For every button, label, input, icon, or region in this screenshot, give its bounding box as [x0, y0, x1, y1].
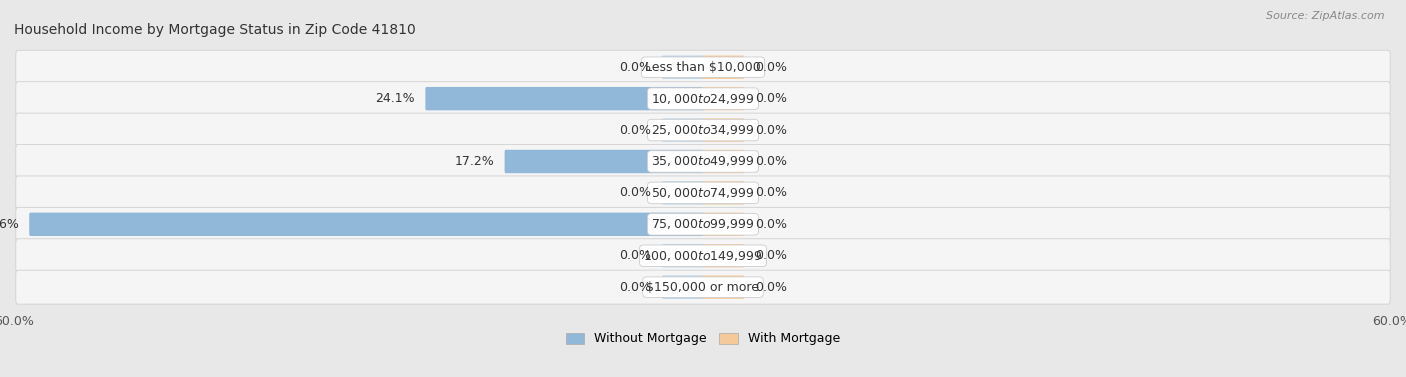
FancyBboxPatch shape: [662, 181, 704, 205]
FancyBboxPatch shape: [15, 50, 1391, 84]
FancyBboxPatch shape: [662, 118, 704, 142]
FancyBboxPatch shape: [505, 150, 704, 173]
Text: 0.0%: 0.0%: [755, 249, 787, 262]
Text: 0.0%: 0.0%: [619, 61, 651, 74]
FancyBboxPatch shape: [702, 181, 744, 205]
FancyBboxPatch shape: [15, 176, 1391, 210]
FancyBboxPatch shape: [15, 82, 1391, 116]
FancyBboxPatch shape: [702, 118, 744, 142]
FancyBboxPatch shape: [30, 213, 704, 236]
Text: 0.0%: 0.0%: [755, 186, 787, 199]
Text: $100,000 to $149,999: $100,000 to $149,999: [644, 249, 762, 263]
FancyBboxPatch shape: [426, 87, 704, 110]
Text: 0.0%: 0.0%: [755, 92, 787, 105]
FancyBboxPatch shape: [662, 55, 704, 79]
Text: 0.0%: 0.0%: [619, 249, 651, 262]
FancyBboxPatch shape: [15, 144, 1391, 178]
Text: 0.0%: 0.0%: [619, 124, 651, 136]
FancyBboxPatch shape: [702, 150, 744, 173]
FancyBboxPatch shape: [702, 244, 744, 267]
Text: 0.0%: 0.0%: [755, 155, 787, 168]
Text: $35,000 to $49,999: $35,000 to $49,999: [651, 155, 755, 169]
Text: 17.2%: 17.2%: [454, 155, 494, 168]
Text: 0.0%: 0.0%: [755, 280, 787, 294]
FancyBboxPatch shape: [702, 276, 744, 299]
Text: Less than $10,000: Less than $10,000: [645, 61, 761, 74]
Text: Household Income by Mortgage Status in Zip Code 41810: Household Income by Mortgage Status in Z…: [14, 23, 416, 37]
Text: $75,000 to $99,999: $75,000 to $99,999: [651, 217, 755, 231]
Text: 0.0%: 0.0%: [755, 124, 787, 136]
FancyBboxPatch shape: [15, 270, 1391, 304]
FancyBboxPatch shape: [702, 55, 744, 79]
FancyBboxPatch shape: [662, 276, 704, 299]
FancyBboxPatch shape: [662, 244, 704, 267]
FancyBboxPatch shape: [15, 239, 1391, 273]
Text: $150,000 or more: $150,000 or more: [647, 280, 759, 294]
Text: 0.0%: 0.0%: [755, 61, 787, 74]
Text: $10,000 to $24,999: $10,000 to $24,999: [651, 92, 755, 106]
FancyBboxPatch shape: [15, 207, 1391, 241]
Text: 0.0%: 0.0%: [619, 280, 651, 294]
Legend: Without Mortgage, With Mortgage: Without Mortgage, With Mortgage: [561, 327, 845, 350]
Text: Source: ZipAtlas.com: Source: ZipAtlas.com: [1267, 11, 1385, 21]
FancyBboxPatch shape: [702, 213, 744, 236]
Text: 0.0%: 0.0%: [619, 186, 651, 199]
FancyBboxPatch shape: [702, 87, 744, 110]
Text: 24.1%: 24.1%: [375, 92, 415, 105]
Text: 0.0%: 0.0%: [755, 218, 787, 231]
Text: 58.6%: 58.6%: [0, 218, 18, 231]
Text: $25,000 to $34,999: $25,000 to $34,999: [651, 123, 755, 137]
Text: $50,000 to $74,999: $50,000 to $74,999: [651, 186, 755, 200]
FancyBboxPatch shape: [15, 113, 1391, 147]
